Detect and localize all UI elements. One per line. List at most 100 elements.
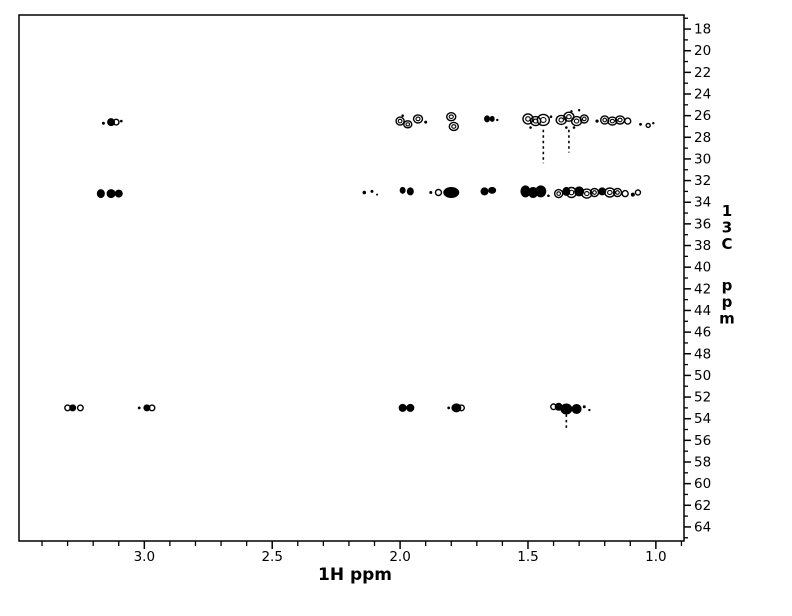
peak-blob [370,189,374,193]
peak-blob [401,114,404,117]
y-tick-label: 42 [694,281,711,297]
peak-blob [448,121,460,132]
peak-blob [520,185,531,198]
peak-blob [451,403,462,413]
y-tick-label: 36 [694,216,711,232]
peak-blob [624,117,632,125]
peak-blob [107,118,116,127]
peak-blob-inner [451,124,457,129]
peak-blob [447,406,451,410]
peak-blob [148,404,156,412]
peak-blob [412,114,424,124]
peak-blob-inner [584,191,590,197]
peak-blob [598,187,607,196]
y-tick-label: 26 [694,108,711,124]
peak-blob [429,190,433,194]
peak-blob [549,115,553,119]
peak-blob [424,120,428,124]
y-tick-label: 62 [694,498,711,514]
x-tick-label: 1.5 [517,549,538,565]
peak-blob [536,113,551,127]
peak-blob [488,186,497,194]
y-tick-label: 22 [694,65,711,81]
peak-blob [553,188,564,199]
y-tick-label: 64 [694,519,711,535]
peak-blob [362,190,367,195]
y-tick-label: 54 [694,411,711,427]
y-axis-label-char: p [722,277,733,295]
peak-blob [96,189,105,199]
y-tick-label: 58 [694,454,711,470]
peak-blob [634,189,642,196]
peak-blob [399,186,406,194]
t1-noise-streaks [542,129,570,430]
peak-blob [496,118,499,122]
y-tick-label: 46 [694,325,711,341]
peak-blob-inner [415,116,421,122]
peak-blob [376,193,379,196]
peak-blob [604,187,616,198]
peak-blob [639,122,642,126]
peak-blob [406,187,414,196]
peak-blob [621,189,629,198]
y-tick-label: 24 [694,87,711,103]
peak-blob-inner [525,116,531,122]
peak-blob [652,122,655,125]
peak-blob-inner [405,122,411,127]
peak-blob [565,126,568,129]
peak-blob [535,185,547,198]
peak-blob [120,119,123,123]
peak-blob [69,404,77,412]
y-tick-label: 30 [694,151,711,167]
peak-blob [588,408,591,412]
peak-blob-inner [568,189,575,196]
peak-blob [143,404,151,412]
contour-peaks [64,109,655,415]
peak-blob-inner [448,114,454,120]
peak-blob [607,116,618,126]
y-axis-label-char: p [722,293,733,311]
peak-blob [101,121,105,125]
peak-blob [572,126,576,129]
y-axis-label-char: 1 [722,202,732,220]
peak-blob [403,120,413,129]
x-tick-label: 3.0 [134,549,155,565]
peak-blob [434,188,443,197]
y-axis-ticks: 18 20 22 24 26 28 30 32 34 36 38 40 42 44 46 48 50 52 54 56… [684,17,711,539]
x-tick-label: 1.0 [645,549,666,565]
peak-blob [630,192,635,197]
peak-blob [581,188,593,199]
y-tick-label: 52 [694,390,711,406]
x-tick-label: 2.0 [389,549,410,565]
peak-blob [529,126,532,129]
peak-blob [645,122,651,129]
peak-blob [480,187,489,196]
peak-blob [570,110,573,113]
peak-blob [106,189,116,199]
peak-blob-inner [558,117,565,123]
y-tick-label: 48 [694,346,711,362]
y-axis-label-char: m [719,310,735,328]
y-tick-label: 60 [694,476,711,492]
x-tick-label: 2.5 [261,549,282,565]
peak-blob [489,115,495,122]
peak-blob-inner [592,190,597,195]
peak-blob [570,115,583,127]
peak-blob-inner [607,189,613,196]
y-tick-label: 20 [694,43,711,59]
peak-blob-inner [609,118,615,124]
y-tick-label: 32 [694,173,711,189]
y-tick-label: 38 [694,238,711,254]
y-tick-label: 34 [694,195,711,211]
peak-blob-inner [602,117,608,123]
x-axis-label: 1H ppm [318,565,392,585]
y-tick-label: 56 [694,433,711,449]
peak-blob-inner [397,118,403,124]
y-tick-label: 28 [694,130,711,146]
peak-blob [395,116,405,126]
peak-blob [398,403,407,412]
